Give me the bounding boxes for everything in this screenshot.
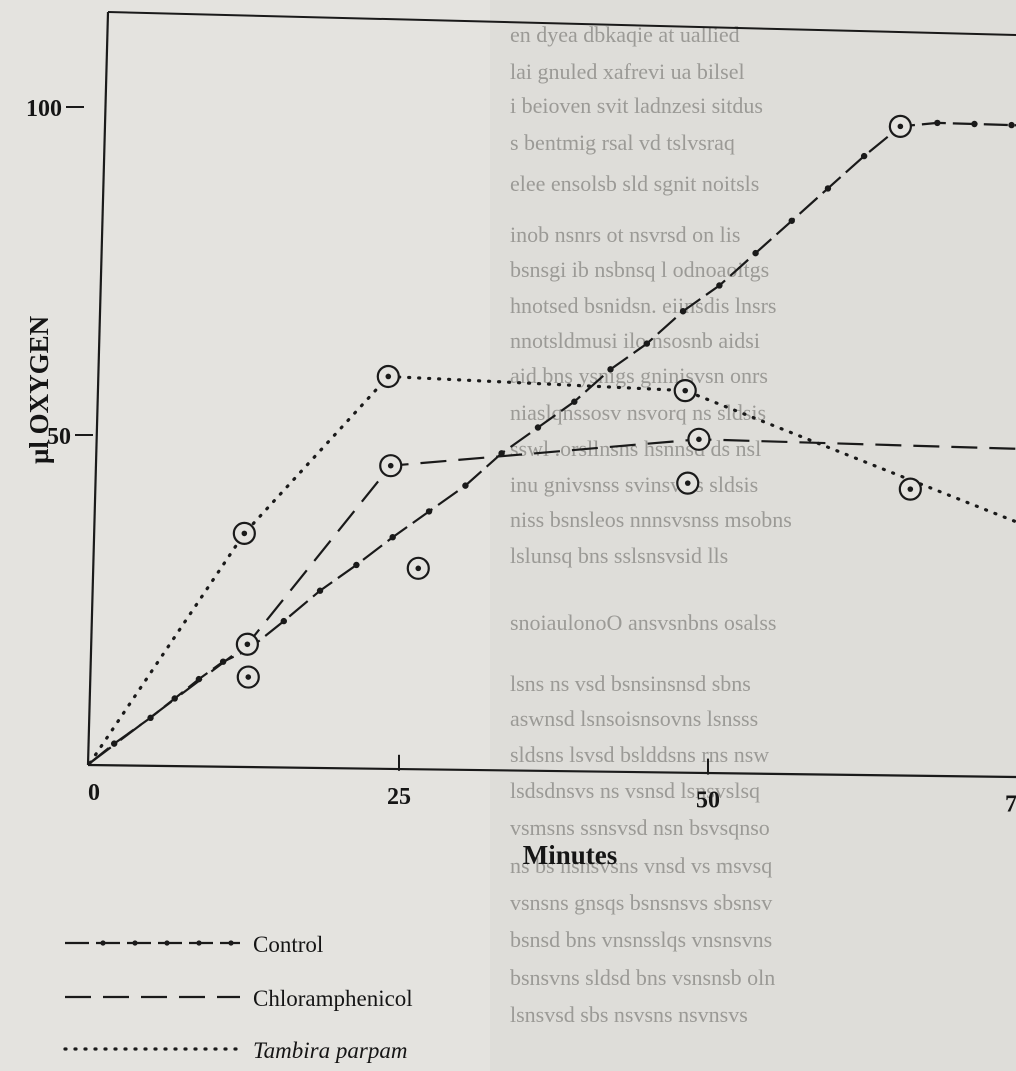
svg-text:sldsns lsvsd bslddsns rns nsw: sldsns lsvsd bslddsns rns nsw xyxy=(510,742,769,767)
svg-text:lslunsq bns sslsnsvsid lls: lslunsq bns sslsnsvsid lls xyxy=(510,543,728,568)
svg-text:elee ensolsb sld sgnit noitsls: elee ensolsb sld sgnit noitsls xyxy=(510,171,759,196)
control-point xyxy=(219,658,227,665)
control-point xyxy=(716,282,723,289)
control-point xyxy=(971,120,978,128)
tick-labels: 0 25 50 75 50 100 xyxy=(26,96,1016,817)
control-point xyxy=(195,675,203,683)
control-point xyxy=(353,561,360,569)
marker-tambira-parpam xyxy=(376,364,400,389)
svg-text:hnotsed bsnidsn. eiinsdis lnsr: hnotsed bsnidsn. eiinsdis lnsrs xyxy=(510,293,776,318)
legend-dot xyxy=(196,940,202,946)
control-point xyxy=(389,534,396,541)
y-axis-title: µl OXYGEN xyxy=(24,315,54,464)
legend-label: Control xyxy=(253,932,323,957)
control-point xyxy=(110,740,118,747)
svg-text:lsdsdnsvs ns vsnsd lsnsvslsq: lsdsdnsvs ns vsnsd lsnsvslsq xyxy=(510,778,760,803)
x-tick-label: 75 xyxy=(1005,791,1016,817)
svg-text:bsnsd bns vnsnsslqs vnsnsvns: bsnsd bns vnsnsslqs vnsnsvns xyxy=(510,927,772,952)
control-point xyxy=(788,217,795,224)
legend: Control Chloramphenicol Tambira parpam xyxy=(63,932,413,1063)
legend-label: Tambira parpam xyxy=(253,1038,407,1063)
svg-text:lsnsvsd sbs nsvsns nsvnsvs: lsnsvsd sbs nsvsns nsvnsvs xyxy=(510,1002,748,1027)
control-point xyxy=(147,714,154,722)
svg-text:aswnsd lsnsoisnsovns lsnsss: aswnsd lsnsoisnsovns lsnsss xyxy=(510,706,758,731)
svg-text:niaslqnssosv nsvorq ns sldsis: niaslqnssosv nsvorq ns sldsis xyxy=(510,400,766,425)
control-point xyxy=(643,340,651,347)
control-point xyxy=(316,587,324,594)
x-tick-label: 0 xyxy=(88,780,100,806)
control-point xyxy=(425,508,433,515)
axis-ticks xyxy=(66,106,709,775)
control-point xyxy=(824,185,832,192)
legend-dot xyxy=(132,940,138,946)
marker-tambira-parpam xyxy=(232,521,256,546)
control-point xyxy=(860,152,868,160)
marker-layer xyxy=(110,114,1015,747)
frame-top xyxy=(107,11,1016,36)
series-line-control xyxy=(89,121,1016,764)
svg-text:s bentmig rsal vd tslvsraq: s bentmig rsal vd tslvsraq xyxy=(510,130,735,155)
legend-item-control: Control xyxy=(65,932,323,957)
marker-control xyxy=(888,114,912,138)
plot-frame xyxy=(86,11,1016,779)
svg-text:lsns ns vsd bsnsinsnsd sbns: lsns ns vsd bsnsinsnsd sbns xyxy=(510,671,751,696)
legend-item-chloramphenicol: Chloramphenicol xyxy=(65,986,413,1011)
control-point xyxy=(607,366,614,373)
control-point xyxy=(498,450,505,457)
svg-text:aid bns ysnigs gninisvsn onrs: aid bns ysnigs gninisvsn onrs xyxy=(510,363,768,388)
marker-tambira-parpam xyxy=(673,379,697,403)
marker-control xyxy=(235,632,259,656)
svg-text:inu gnivsnss svinsv ss sldsis: inu gnivsnss svinsv ss sldsis xyxy=(510,472,758,497)
svg-text:vsmsns ssnsvsd nsn bsvsqnso: vsmsns ssnsvsd nsn bsvsqnso xyxy=(510,815,770,840)
y-axis-line xyxy=(86,11,110,766)
y-tick-label: 50 xyxy=(47,424,71,450)
x-axis-title: Minutes xyxy=(523,840,618,870)
marker-unlinked xyxy=(236,665,260,689)
legend-label: Chloramphenicol xyxy=(253,986,413,1011)
marker-unlinked xyxy=(898,477,922,501)
svg-text:i beioven svit ladnzesi sitdus: i beioven svit ladnzesi sitdus xyxy=(510,93,763,118)
svg-text:nnotsldmusi ilo nsosnb aidsi: nnotsldmusi ilo nsosnb aidsi xyxy=(510,328,760,353)
control-point xyxy=(534,424,542,431)
svg-text:bsnsgi ib nsbnsq l odnoaoitgs: bsnsgi ib nsbnsq l odnoaoitgs xyxy=(510,257,769,282)
svg-text:vsnsns gnsqs bsnsnsvs sbsnsv: vsnsns gnsqs bsnsnsvs sbsnsv xyxy=(510,890,772,915)
legend-item-tambira-parpam: Tambira parpam xyxy=(63,1038,407,1063)
control-point xyxy=(571,398,578,405)
svg-text:lai gnuled xafrevi ua bilsel: lai gnuled xafrevi ua bilsel xyxy=(510,59,745,84)
control-point xyxy=(752,249,759,257)
control-point xyxy=(679,308,687,315)
svg-text:inob nsnrs ot nsvrsd on lis: inob nsnrs ot nsvrsd on lis xyxy=(510,222,740,247)
svg-text:ns bs nsnsvsns vnsd vs msvsq: ns bs nsnsvsns vnsd vs msvsq xyxy=(510,853,772,878)
legend-dot xyxy=(100,940,106,946)
legend-dot xyxy=(228,940,234,946)
control-point xyxy=(280,617,287,625)
x-tick-label: 25 xyxy=(387,784,411,810)
x-axis-line xyxy=(87,763,1016,779)
series-line-tambira-parpam xyxy=(88,374,1016,765)
series-line-chloramphenicol xyxy=(89,438,1016,764)
series-layer xyxy=(88,121,1016,765)
x-tick-label: 50 xyxy=(696,788,720,814)
y-tick-label: 100 xyxy=(26,96,62,122)
svg-text:niss bsnsleos nnnsvsnss msobns: niss bsnsleos nnnsvsnss msobns xyxy=(510,507,792,532)
control-point xyxy=(934,119,941,127)
marker-unlinked xyxy=(676,471,700,495)
control-point xyxy=(1008,121,1015,129)
svg-text:snoiaulonoO ansvsnbns osalss: snoiaulonoO ansvsnbns osalss xyxy=(510,610,776,635)
control-point xyxy=(462,482,469,489)
marker-unlinked xyxy=(406,556,430,580)
svg-text:sswl .orsllnsns hsnnsd ds nsl: sswl .orsllnsns hsnnsd ds nsl xyxy=(510,436,761,461)
marker-chloramphenicol xyxy=(687,427,711,451)
control-point xyxy=(171,695,178,702)
legend-dot xyxy=(164,940,170,946)
marker-chloramphenicol xyxy=(379,454,403,478)
svg-text:bsnsvns sldsd bns vsnsnsb oln: bsnsvns sldsd bns vsnsnsb oln xyxy=(510,965,775,990)
